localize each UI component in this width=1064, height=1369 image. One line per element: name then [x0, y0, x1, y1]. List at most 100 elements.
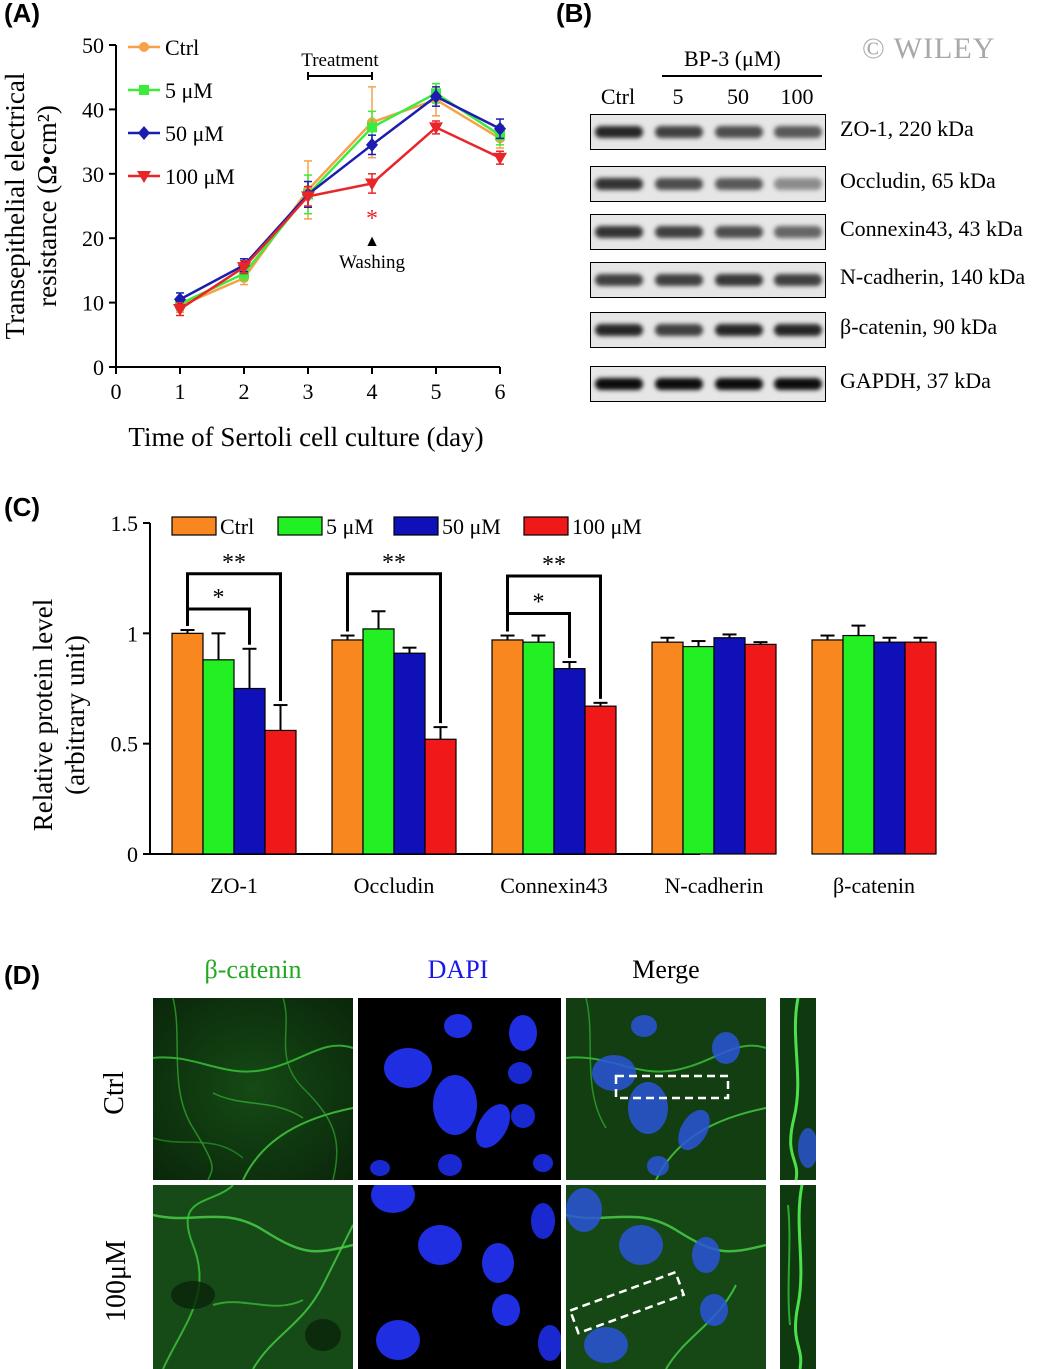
x-tick-label: 5 — [431, 379, 442, 404]
mic-100um-merge-image — [566, 1185, 766, 1369]
panel-label-a: (A) — [4, 0, 41, 28]
mic-100um-bcatenin-image — [153, 1185, 353, 1369]
panel-label-b: (B) — [556, 0, 593, 28]
mic-row-label-100um: 100μM — [101, 1240, 132, 1322]
blot-strip — [590, 312, 826, 348]
blot-band — [655, 126, 703, 138]
significance-bracket — [346, 572, 442, 724]
legend-item: 5 μM — [128, 78, 213, 103]
data-point — [366, 137, 378, 152]
blot-band-label: β-catenin, 90 kDa — [840, 314, 998, 339]
mic-100um-zoom-image — [780, 1185, 816, 1369]
x-tick-label: β-catenin — [833, 873, 915, 898]
mic-100um-dapi-image — [358, 1185, 561, 1369]
x-tick-label: Occludin — [354, 873, 435, 898]
blot-lane-label: 5 — [672, 84, 684, 109]
bar — [393, 652, 426, 855]
y-tick-label: 0 — [93, 355, 104, 380]
legend-label: Ctrl — [220, 514, 254, 539]
bar — [682, 645, 715, 855]
teer-line-chart: 0 10 20 30 40 50 0 1 2 3 4 5 6 Time of Sertoli cell c… — [0, 33, 507, 452]
significance-label: ** — [222, 550, 246, 576]
bar — [233, 687, 266, 855]
mic-col-header-merge: Merge — [632, 955, 700, 984]
significance-label: * — [213, 585, 225, 611]
y-axis-title-line2: resistance (Ω•cm²) — [32, 105, 62, 307]
significance-star: * — [366, 206, 378, 232]
blot-band — [595, 274, 643, 286]
panel-label-c: (C) — [4, 492, 41, 522]
x-tick-label: N-cadherin — [665, 873, 764, 898]
y-tick-label: 0.5 — [111, 732, 139, 757]
x-tick-label: 0 — [111, 379, 122, 404]
blot-lane-label: 100 — [780, 84, 814, 109]
bar — [811, 639, 844, 855]
bar — [713, 637, 746, 855]
blot-band — [774, 324, 822, 336]
bar — [171, 632, 204, 855]
legend-item: Ctrl — [171, 514, 254, 539]
blot-band — [715, 378, 763, 390]
x-tick-label: 2 — [239, 379, 250, 404]
legend-item: 50 μM — [128, 121, 224, 146]
series-line — [179, 91, 501, 306]
blot-band-label: Connexin43, 43 kDa — [840, 216, 1023, 241]
series-line — [179, 125, 501, 311]
legend-label: 5 μM — [326, 514, 374, 539]
microscopy-panel: β-catenin DAPI Merge Ctrl 100μM — [0, 955, 1064, 1369]
blot-band-label: Occludin, 65 kDa — [840, 168, 996, 193]
blot-band — [774, 178, 822, 190]
legend-label: Ctrl — [165, 35, 199, 60]
blot-strip — [590, 166, 826, 202]
data-point — [301, 191, 315, 204]
washing-label: Washing — [339, 252, 406, 273]
bar — [424, 738, 457, 855]
panel-label-d: (D) — [4, 960, 41, 990]
bar — [362, 628, 395, 855]
blot-band-label: ZO-1, 220 kDa — [840, 116, 974, 141]
blot-band — [715, 324, 763, 336]
blot-band — [715, 274, 763, 286]
x-tick-label: 3 — [303, 379, 314, 404]
blot-lane-label: 50 — [727, 84, 749, 109]
y-axis-title-line1: Transepithelial electrical — [0, 73, 30, 340]
legend-item: 50 μM — [393, 514, 501, 539]
washing-arrow-icon: ▲ — [364, 233, 380, 250]
legend-item: 100 μM — [128, 164, 235, 189]
bar — [331, 639, 364, 855]
legend-label: 50 μM — [165, 121, 224, 146]
y-axis-title-line2: (arbitrary unit) — [60, 635, 90, 795]
blot-band — [774, 226, 822, 238]
data-point — [237, 262, 251, 275]
data-point — [137, 171, 151, 183]
blot-band — [595, 226, 643, 238]
blot-band — [595, 324, 643, 336]
legend-label: 100 μM — [572, 514, 642, 539]
data-point — [139, 85, 149, 95]
bar — [491, 639, 524, 855]
series-0 — [175, 82, 505, 314]
data-point — [367, 122, 377, 133]
bar — [202, 659, 235, 855]
legend-label: 50 μM — [442, 514, 501, 539]
legend-label: 5 μM — [165, 78, 213, 103]
x-tick-label: 6 — [495, 379, 506, 404]
blot-band — [715, 226, 763, 238]
blot-lane-label: Ctrl — [600, 84, 636, 109]
significance-label: ** — [382, 550, 406, 576]
blot-header-line — [662, 75, 822, 77]
legend-swatch — [523, 516, 569, 536]
legend-swatch — [171, 516, 217, 536]
significance-bracket — [506, 611, 571, 659]
blot-band — [655, 378, 703, 390]
series-2 — [174, 86, 506, 307]
blot-band — [655, 274, 703, 286]
mic-ctrl-dapi-image — [358, 998, 561, 1180]
data-point — [365, 178, 379, 191]
treatment-label: Treatment — [301, 50, 379, 71]
blot-band — [595, 378, 643, 390]
blot-band — [655, 324, 703, 336]
blot-band — [655, 226, 703, 238]
significance-label: * — [533, 589, 545, 615]
blot-header: BP-3 (μM) — [684, 46, 781, 71]
